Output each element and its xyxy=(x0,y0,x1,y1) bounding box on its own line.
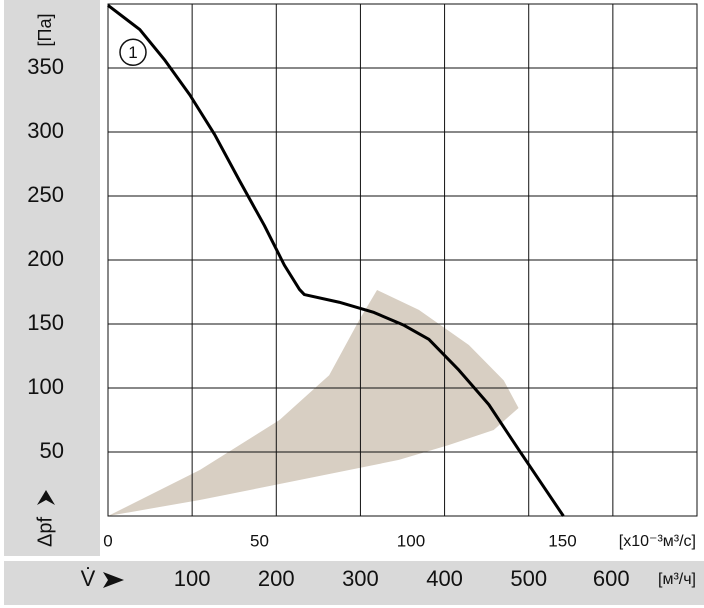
y-tick-label: 350 xyxy=(27,54,64,79)
y-tick-label: 100 xyxy=(27,374,64,399)
x2-arrow xyxy=(103,572,124,588)
y-band xyxy=(4,0,100,556)
x-tick-label: 50 xyxy=(250,531,269,550)
operating-range xyxy=(108,289,519,516)
x-unit: [x10⁻³м³/с] xyxy=(619,533,696,550)
curve-label-circle xyxy=(119,38,147,67)
x2-band xyxy=(4,561,704,605)
x2-unit: [м³/ч] xyxy=(658,571,696,588)
y-arrow xyxy=(37,490,55,505)
curve xyxy=(107,4,565,517)
y-label: Δpf xyxy=(34,517,56,547)
x-tick-label: 100 xyxy=(397,531,425,550)
y-tick-label: 150 xyxy=(27,310,64,335)
x-tick-label: 0 xyxy=(103,531,112,550)
x2-tick-label: 400 xyxy=(426,566,463,591)
x2-tick-label: 600 xyxy=(593,566,630,591)
x2-tick-label: 200 xyxy=(258,566,295,591)
y-tick-label: 200 xyxy=(27,246,64,271)
y-tick-label: 50 xyxy=(40,438,64,463)
y-unit: [Па] xyxy=(35,14,55,47)
y-tick-label: 300 xyxy=(27,118,64,143)
y-tick-label: 250 xyxy=(27,182,64,207)
curve-label: 1 xyxy=(128,43,137,62)
x-tick-label: 150 xyxy=(548,531,576,550)
x2-label: V̇ xyxy=(81,566,96,591)
x2-tick-label: 100 xyxy=(174,566,211,591)
x2-tick-label: 300 xyxy=(342,566,379,591)
x2-tick-label: 500 xyxy=(510,566,547,591)
